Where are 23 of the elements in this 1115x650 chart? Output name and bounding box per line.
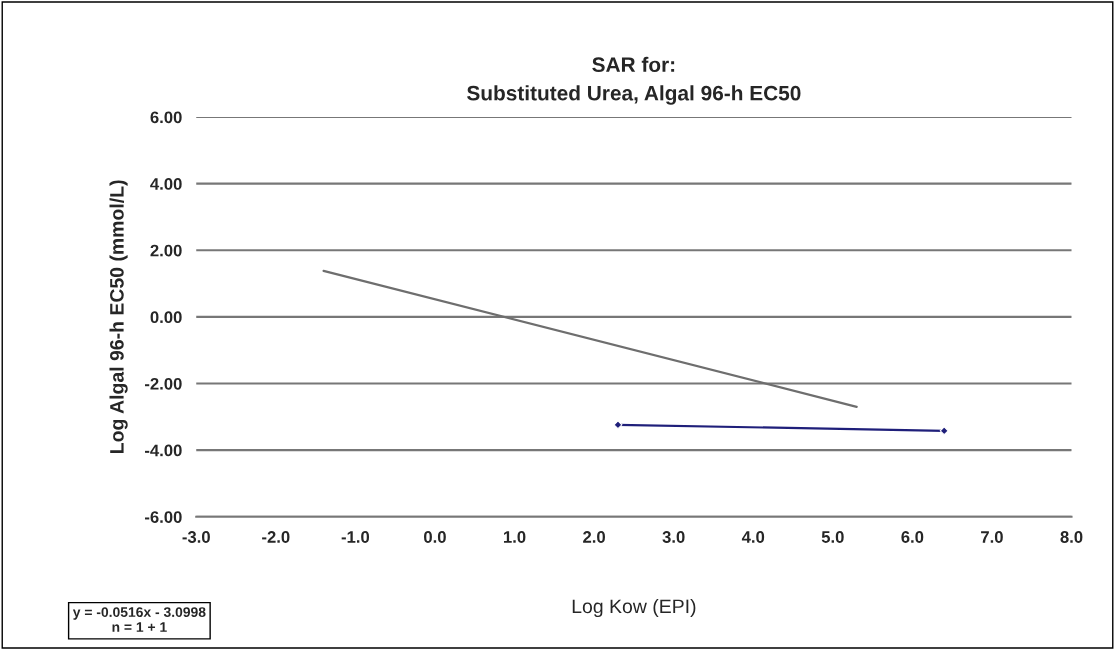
- x-axis-title: Log Kow (EPI): [572, 598, 696, 618]
- x-tick-label: 2.0: [583, 531, 605, 543]
- text: y = -0.0516x - 3.0998 n = 1 + 1: [72, 607, 206, 632]
- y-tick-label: -4.00: [145, 444, 182, 457]
- x-tick-label: 4.0: [741, 531, 765, 543]
- chart-title: SAR for: Substituted Urea, Algal 96-h EC50: [467, 56, 801, 105]
- y-tick-label: 4.00: [150, 178, 182, 190]
- y-tick-label: 2.00: [150, 244, 182, 257]
- y-tick-label: 0.00: [150, 311, 182, 324]
- x-tick-label: 3.0: [662, 531, 685, 543]
- y-axis-title: Log Algal 96-h EC50 (mmol/L): [109, 180, 128, 453]
- y-tick-label: -2.00: [145, 377, 182, 390]
- x-tick-label: 5.0: [821, 531, 844, 543]
- x-tick-label: 6.0: [901, 531, 924, 543]
- x-tick-label: -3.0: [182, 531, 210, 543]
- y-tick-label: -6.00: [145, 511, 182, 523]
- x-tick-label: 0.0: [424, 531, 446, 543]
- x-tick-label: 8.0: [1060, 531, 1083, 543]
- y-tick-label: 6.00: [150, 111, 182, 124]
- x-tick-label: 7.0: [981, 531, 1003, 543]
- x-tick-label: -1.0: [341, 531, 370, 543]
- x-tick-label: 1.0: [503, 531, 526, 543]
- x-tick-label: -2.0: [262, 531, 290, 543]
